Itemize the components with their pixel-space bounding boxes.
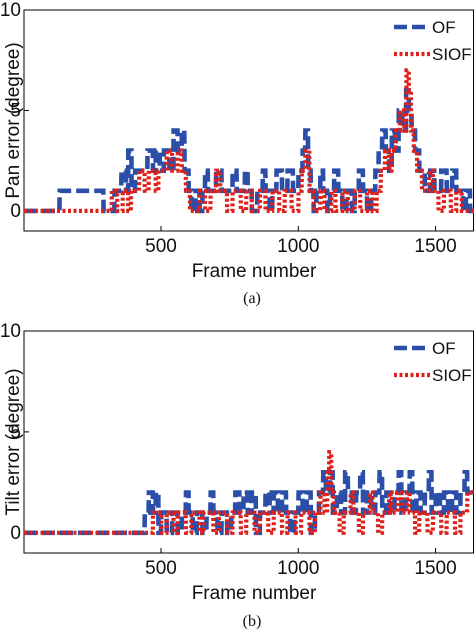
x-axis-label: Frame number [192, 583, 317, 604]
legend-siof-label: SIOF [432, 45, 472, 64]
x-tick-label: 1500 [414, 236, 456, 257]
x-tick-label: 1500 [414, 558, 456, 579]
pan-error-chart: 0 5 10 500 1000 1500 Frame number Pan error (de… [0, 0, 474, 282]
y-tick-label: 5 [10, 100, 21, 121]
legend-of-label: OF [432, 18, 456, 37]
y-tick-label: 5 [10, 422, 21, 443]
legend-siof-label: SIOF [432, 366, 472, 385]
x-tick-label: 500 [145, 558, 177, 579]
y-axis-label: Pan error (degree) [3, 42, 24, 198]
y-axis-label: Tilt error (degree) [3, 368, 24, 515]
plot-frame [23, 330, 474, 554]
y-tick-label: 0 [10, 201, 21, 222]
x-tick-label: 1000 [277, 558, 319, 579]
tilt-error-chart: 0 5 10 500 1000 1500 Frame number Tilt error (d… [0, 321, 474, 604]
caption-b: (b) [243, 613, 262, 630]
series-of-line [24, 470, 474, 536]
caption-a: (a) [243, 290, 261, 307]
y-tick-label: 10 [0, 0, 21, 21]
y-tick-label: 10 [0, 321, 21, 342]
y-tick-label: 0 [10, 523, 21, 544]
x-tick-label: 1000 [277, 236, 319, 257]
legend-of-label: OF [432, 339, 456, 358]
x-axis-label: Frame number [192, 261, 317, 282]
x-tick-label: 500 [145, 236, 177, 257]
series-siof-line [24, 68, 474, 213]
series-siof-line [24, 450, 474, 535]
